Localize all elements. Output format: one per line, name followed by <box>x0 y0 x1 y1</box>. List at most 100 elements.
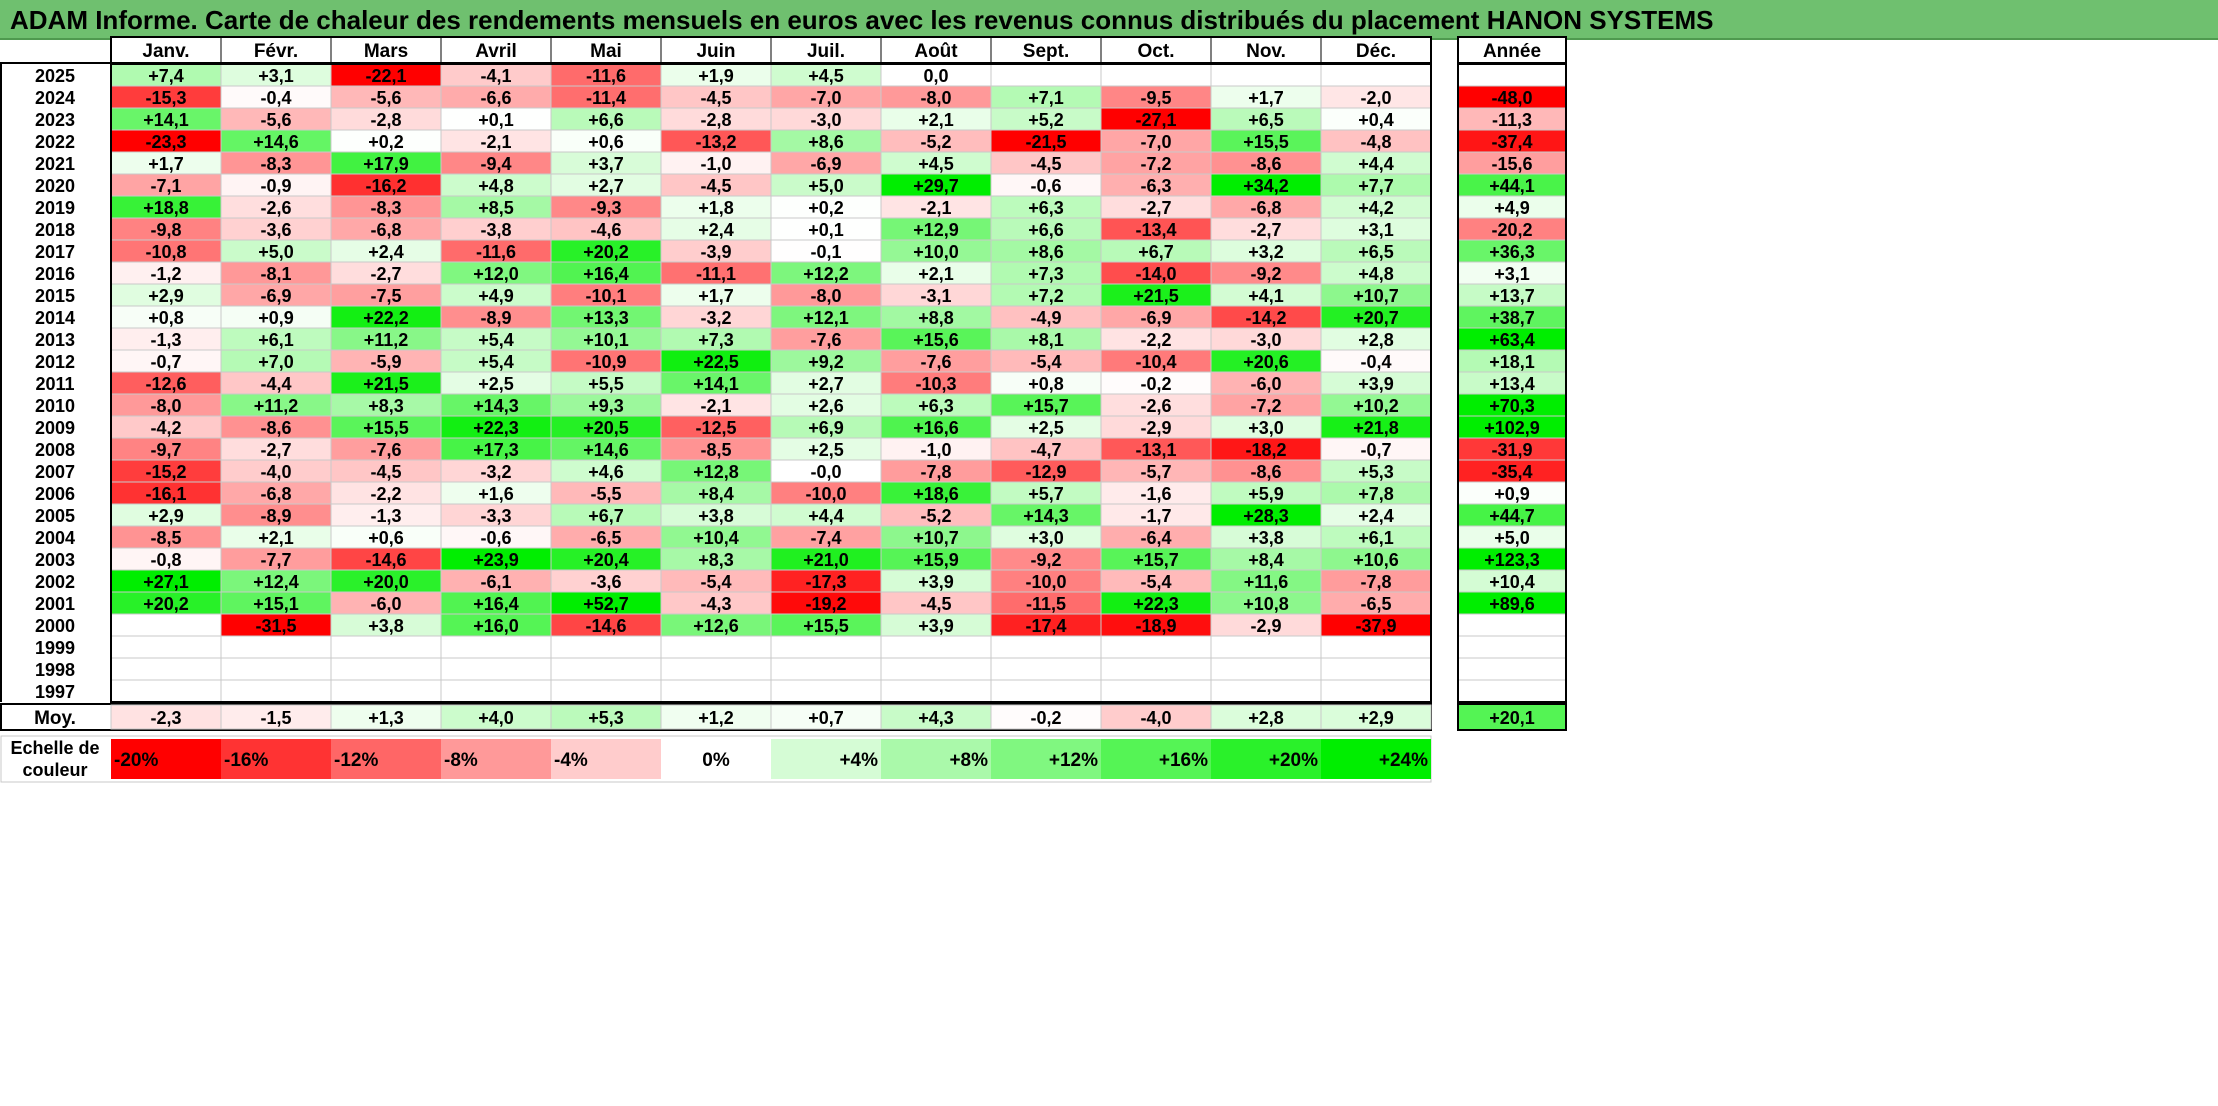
cell-value: +6,7 <box>1138 242 1174 262</box>
cell-value: -5,4 <box>700 572 731 592</box>
heatmap-cell <box>330 635 442 659</box>
cell-value: +10,4 <box>693 528 739 548</box>
cell-value: +1,7 <box>148 154 184 174</box>
cell-value: -7,5 <box>370 286 401 306</box>
cell-value: -2,2 <box>1140 330 1171 350</box>
scale-step-label: -8% <box>444 750 478 771</box>
scale-swatch <box>881 739 991 779</box>
cell-value: +7,1 <box>1028 88 1064 108</box>
cell-value: -0,6 <box>1030 176 1061 196</box>
year-label: 2013 <box>35 330 75 350</box>
average-cell <box>1100 704 1212 730</box>
year-label: 2023 <box>35 110 75 130</box>
cell-value: -10,8 <box>145 242 186 262</box>
cell-value: +12,9 <box>913 220 959 240</box>
cell-value: -0,0 <box>810 462 841 482</box>
year-label: 2012 <box>35 352 75 372</box>
cell-value: -6,4 <box>1140 528 1171 548</box>
heatmap-cell <box>110 635 222 659</box>
scale-swatch <box>551 739 661 779</box>
cell-value: -5,2 <box>920 132 951 152</box>
annual-value: +3,1 <box>1494 264 1530 284</box>
cell-value: -0,8 <box>150 550 181 570</box>
cell-value: +20,2 <box>583 242 629 262</box>
cell-value: -11,6 <box>586 66 626 86</box>
heatmap-cell <box>880 679 992 703</box>
annual-value: +4,9 <box>1494 198 1530 218</box>
cell-value: -1,0 <box>700 154 731 174</box>
annual-value: +10,4 <box>1489 572 1535 592</box>
cell-value: -2,7 <box>1140 198 1171 218</box>
cell-value: +21,5 <box>363 374 409 394</box>
average-cell <box>330 704 442 730</box>
cell-value: -4,5 <box>1030 154 1061 174</box>
cell-value: +18,6 <box>913 484 959 504</box>
cell-value: +4,4 <box>1358 154 1394 174</box>
month-header-9: Sept. <box>1023 41 1069 62</box>
cell-value: +2,7 <box>588 176 624 196</box>
heatmap-cell <box>770 657 882 681</box>
annual-value: -37,4 <box>1491 132 1532 152</box>
annual-value: +63,4 <box>1489 330 1535 350</box>
annual-value: +89,6 <box>1489 594 1535 614</box>
cell-value: +2,6 <box>808 396 844 416</box>
scale-swatch <box>771 739 881 779</box>
scale-step-label: 0% <box>702 750 730 771</box>
scale-swatch <box>1211 739 1321 779</box>
cell-value: -2,1 <box>480 132 511 152</box>
cell-value: +8,8 <box>918 308 954 328</box>
average-value: -2,3 <box>150 708 181 728</box>
heatmap-cell <box>220 679 332 703</box>
cell-value: -15,3 <box>145 88 186 108</box>
cell-value: +9,2 <box>808 352 844 372</box>
cell-value: -16,1 <box>145 484 186 504</box>
cell-value: +3,0 <box>1028 528 1064 548</box>
cell-value: -18,2 <box>1245 440 1286 460</box>
average-annual-value: +20,1 <box>1489 708 1535 728</box>
annual-value: -48,0 <box>1491 88 1532 108</box>
cell-value: +22,3 <box>473 418 519 438</box>
annual-value: +70,3 <box>1489 396 1535 416</box>
cell-value: +3,1 <box>1358 220 1394 240</box>
heatmap-cell <box>990 635 1102 659</box>
cell-value: -13,4 <box>1135 220 1176 240</box>
annual-value: +18,1 <box>1489 352 1535 372</box>
annual-cell <box>1457 613 1567 637</box>
cell-value: +5,4 <box>478 330 514 350</box>
year-label: 2002 <box>35 572 75 592</box>
year-label: 2011 <box>35 374 74 394</box>
cell-value: -7,8 <box>920 462 951 482</box>
cell-value: +0,8 <box>1028 374 1064 394</box>
cell-value: -11,1 <box>696 264 736 284</box>
cell-value: +16,0 <box>473 616 519 636</box>
cell-value: -9,7 <box>150 440 181 460</box>
cell-value: +0,1 <box>808 220 844 240</box>
cell-value: +8,6 <box>1028 242 1064 262</box>
cell-value: +4,8 <box>1358 264 1394 284</box>
cell-value: +20,5 <box>583 418 629 438</box>
cell-value: +3,9 <box>918 616 954 636</box>
cell-value: +7,8 <box>1358 484 1394 504</box>
cell-value: +0,8 <box>148 308 184 328</box>
heatmap-cell <box>1210 679 1322 703</box>
average-value: +5,3 <box>588 708 624 728</box>
annual-value: +123,3 <box>1484 550 1540 570</box>
year-label: 2000 <box>35 616 75 636</box>
year-label: 2010 <box>35 396 75 416</box>
cell-value: -10,0 <box>805 484 846 504</box>
annual-value: -15,6 <box>1491 154 1532 174</box>
year-label: 2006 <box>35 484 75 504</box>
annual-cell <box>1457 63 1567 87</box>
cell-value: +4,5 <box>808 66 844 86</box>
scale-swatch <box>1101 739 1211 779</box>
cell-value: -9,2 <box>1030 550 1061 570</box>
heatmap-cell <box>550 679 662 703</box>
cell-value: -0,1 <box>810 242 841 262</box>
heatmap-cell <box>440 635 552 659</box>
month-header-5: Mai <box>590 41 622 62</box>
cell-value: -21,5 <box>1025 132 1066 152</box>
scale-step-label: -4% <box>554 750 588 771</box>
heatmap-cell <box>440 679 552 703</box>
cell-value: +6,5 <box>1358 242 1394 262</box>
cell-value: +14,1 <box>143 110 189 130</box>
